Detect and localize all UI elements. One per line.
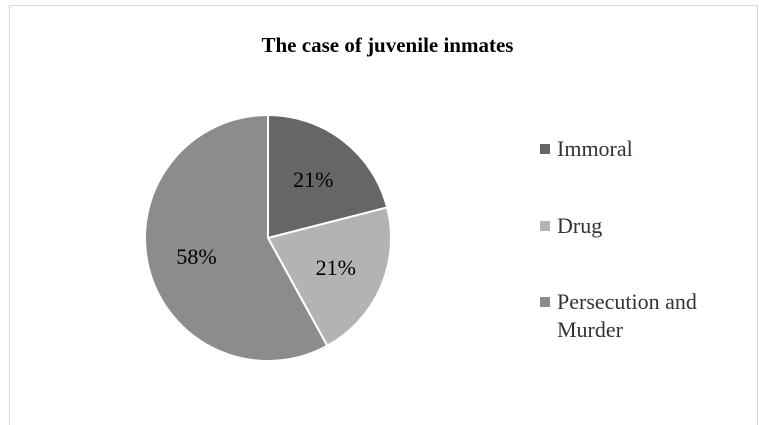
slice-label-persecution-and-murder: 58% — [176, 244, 216, 269]
legend-swatch — [540, 221, 550, 231]
pie-slice-immoral — [267, 113, 389, 240]
slice-label-drug: 21% — [316, 255, 356, 280]
legend-label: Drug — [557, 213, 603, 238]
pie-slice-persecution-and-murder — [144, 113, 329, 362]
legend-swatch — [540, 144, 550, 154]
pie-chart: 21% 21% 58% — [144, 113, 392, 362]
chart-title: The case of juvenile inmates — [261, 33, 514, 57]
pie-slice-drug — [266, 206, 392, 348]
legend-label: Persecution and Murder — [557, 289, 697, 342]
slice-label-immoral: 21% — [293, 167, 333, 192]
legend-label: Immoral — [557, 136, 633, 161]
legend-swatch — [540, 297, 550, 307]
